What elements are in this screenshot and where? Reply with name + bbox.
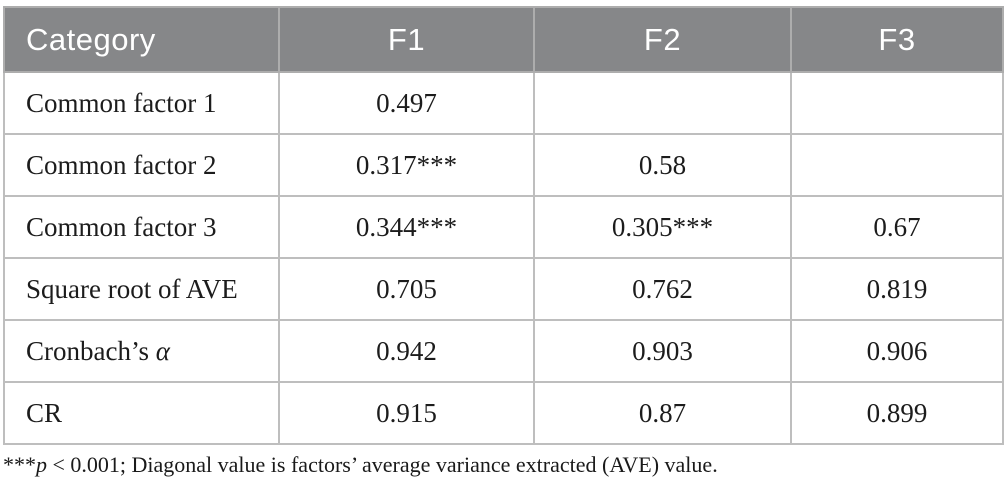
row-label-text: Cronbach’s xyxy=(26,335,149,366)
cell-f2: 0.87 xyxy=(533,381,792,445)
cell-f3: 0.67 xyxy=(790,195,1004,259)
table-row: Common factor 1 0.497 xyxy=(3,71,1004,135)
column-header-f1: F1 xyxy=(278,6,535,73)
cell-f3 xyxy=(790,71,1004,135)
row-label: Common factor 1 xyxy=(3,71,280,135)
footnote-text: < 0.001; Diagonal value is factors’ aver… xyxy=(47,452,718,477)
table-row: Cronbach’s α 0.942 0.903 0.906 xyxy=(3,319,1004,383)
table-row: Square root of AVE 0.705 0.762 0.819 xyxy=(3,257,1004,321)
table-footnote: ***p < 0.001; Diagonal value is factors’… xyxy=(3,452,718,478)
discriminant-validity-table: Category F1 F2 F3 Common factor 1 0.497 … xyxy=(3,6,1004,445)
p-symbol: p xyxy=(36,452,47,477)
cell-f3 xyxy=(790,133,1004,197)
row-label: CR xyxy=(3,381,280,445)
table-row: CR 0.915 0.87 0.899 xyxy=(3,381,1004,445)
cell-f1: 0.942 xyxy=(278,319,535,383)
cell-f1: 0.344*** xyxy=(278,195,535,259)
row-label: Common factor 3 xyxy=(3,195,280,259)
row-label: Common factor 2 xyxy=(3,133,280,197)
column-header-category: Category xyxy=(3,6,280,73)
alpha-symbol: α xyxy=(155,335,170,366)
cell-f1: 0.915 xyxy=(278,381,535,445)
cell-f3: 0.819 xyxy=(790,257,1004,321)
cell-f1: 0.705 xyxy=(278,257,535,321)
column-header-f2: F2 xyxy=(533,6,792,73)
cell-f3: 0.906 xyxy=(790,319,1004,383)
cell-f2: 0.305*** xyxy=(533,195,792,259)
row-label: Cronbach’s α xyxy=(3,319,280,383)
cell-f1: 0.497 xyxy=(278,71,535,135)
cell-f3: 0.899 xyxy=(790,381,1004,445)
cell-f2: 0.903 xyxy=(533,319,792,383)
row-label: Square root of AVE xyxy=(3,257,280,321)
cell-f1: 0.317*** xyxy=(278,133,535,197)
cell-f2 xyxy=(533,71,792,135)
table-header-row: Category F1 F2 F3 xyxy=(3,6,1004,73)
cell-f2: 0.762 xyxy=(533,257,792,321)
column-header-f3: F3 xyxy=(790,6,1004,73)
cell-f2: 0.58 xyxy=(533,133,792,197)
significance-stars: *** xyxy=(3,452,36,477)
table-row: Common factor 2 0.317*** 0.58 xyxy=(3,133,1004,197)
table-row: Common factor 3 0.344*** 0.305*** 0.67 xyxy=(3,195,1004,259)
